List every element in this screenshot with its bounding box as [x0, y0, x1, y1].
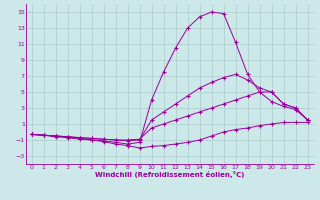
X-axis label: Windchill (Refroidissement éolien,°C): Windchill (Refroidissement éolien,°C): [95, 171, 244, 178]
